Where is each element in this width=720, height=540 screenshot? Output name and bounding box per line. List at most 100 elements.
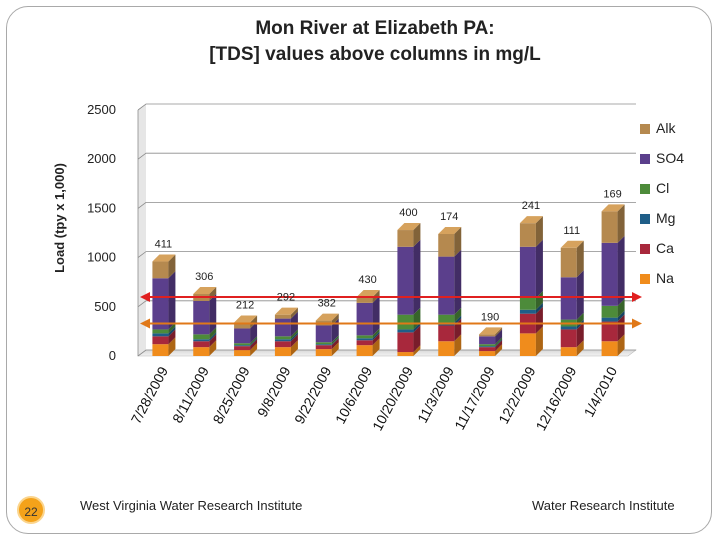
bar-segment <box>274 347 291 356</box>
bar-top <box>193 287 217 295</box>
bar-segment <box>193 347 210 356</box>
bar-segment <box>356 302 373 336</box>
bar-segment <box>438 341 455 356</box>
bar-segment <box>560 277 577 320</box>
bar-top <box>438 226 462 234</box>
bar-segment-side <box>250 338 258 347</box>
bar-segment-side <box>372 338 380 356</box>
y-tick-label: 1500 <box>87 200 116 215</box>
bar-segment <box>315 325 332 343</box>
bar-segment-side <box>372 295 380 336</box>
bar-segment <box>356 338 373 341</box>
y-tick-label: 1000 <box>87 250 116 265</box>
bar-segment <box>479 351 496 356</box>
bar-segment-side <box>413 223 421 247</box>
tds-data-label: 174 <box>440 211 458 223</box>
bar-segment <box>479 344 496 347</box>
tds-data-label: 411 <box>155 239 173 251</box>
bar-segment <box>601 211 618 243</box>
bar-segment-side <box>495 329 503 345</box>
bar-segment <box>397 352 414 356</box>
bar-segment <box>560 247 577 278</box>
bar-segment <box>356 335 373 339</box>
bar-segment-side <box>495 327 503 337</box>
bar-segment <box>274 314 291 319</box>
legend-label: SO4 <box>656 150 684 166</box>
page-number-badge: 22 <box>17 496 45 524</box>
bar-segment-side <box>250 336 258 346</box>
bar-segment <box>601 321 618 342</box>
x-tick-label: 12/16/2009 <box>532 364 579 434</box>
chart-subtitle: [TDS] values above columns in mg/L <box>209 44 541 65</box>
bar-segment <box>560 347 577 356</box>
bar-segment <box>152 261 169 279</box>
bar-segment <box>438 233 455 257</box>
bar-segment <box>152 278 169 330</box>
bar-segment-side <box>372 333 380 346</box>
bar-segment-side <box>209 332 217 342</box>
bar-top <box>356 289 380 297</box>
bar-segment <box>397 332 414 353</box>
bar-segment <box>234 328 251 344</box>
bar-segment-side <box>454 334 462 356</box>
legend-label: Alk <box>656 120 676 136</box>
bar-segment <box>397 246 414 315</box>
gridline <box>137 201 636 209</box>
bar-segment <box>315 345 332 350</box>
bar-segment-side <box>209 327 217 340</box>
x-tick-label: 8/25/2009 <box>209 364 252 427</box>
footer-right-text: Water Research Institute <box>532 498 675 513</box>
bar-segment <box>519 333 536 356</box>
bar-segment-side <box>250 315 258 329</box>
bar-segment <box>152 344 169 356</box>
bar-segment <box>519 297 536 310</box>
bar-segment-side <box>331 342 339 356</box>
bar-segment <box>356 345 373 356</box>
bar-segment-side <box>372 331 380 341</box>
bar-segment-side <box>535 326 543 356</box>
bar-segment-side <box>168 329 176 345</box>
bar-segment <box>315 342 332 345</box>
bar-top <box>397 223 421 231</box>
bar-segment-side <box>413 345 421 356</box>
bar-segment-side <box>331 313 339 326</box>
bar-segment <box>397 230 414 247</box>
gridline <box>137 152 636 160</box>
x-tick-label: 11/17/2009 <box>451 364 498 433</box>
gridline <box>137 251 636 258</box>
x-tick-label: 8/11/2009 <box>169 364 212 426</box>
bar-segment <box>315 344 332 346</box>
tds-data-label: 190 <box>481 311 499 323</box>
bar-segment <box>234 350 251 356</box>
bar-segment <box>519 309 536 314</box>
x-tick-label: 10/6/2009 <box>332 364 375 427</box>
bar-segment <box>479 334 496 337</box>
slide-frame <box>6 6 712 534</box>
bar-segment-side <box>209 340 217 356</box>
bar-segment <box>234 345 251 347</box>
x-tick-label: 11/3/2009 <box>414 364 457 426</box>
bar-top <box>560 240 584 248</box>
bar-segment <box>479 347 496 352</box>
bar-segment <box>234 346 251 351</box>
bar-segment-side <box>168 271 176 330</box>
bar-segment-side <box>617 310 625 322</box>
bar-segment-side <box>168 326 176 337</box>
bar-segment <box>438 325 455 342</box>
bar-segment-side <box>495 339 503 348</box>
bar-segment <box>601 317 618 322</box>
bar-segment <box>519 246 536 298</box>
y-tick-label: 2500 <box>87 102 116 117</box>
bar-segment <box>152 336 169 345</box>
bar-segment <box>193 341 210 348</box>
bar-segment-side <box>250 343 258 356</box>
bar-segment <box>438 256 455 315</box>
tds-data-label: 169 <box>603 188 621 200</box>
side-wall <box>138 104 146 356</box>
bar-segment <box>601 305 618 318</box>
bar-segment-side <box>290 329 298 340</box>
legend-swatch <box>640 214 650 224</box>
tds-data-label: 111 <box>563 225 580 237</box>
bar-segment <box>438 314 455 323</box>
legend-label: Mg <box>656 210 675 226</box>
